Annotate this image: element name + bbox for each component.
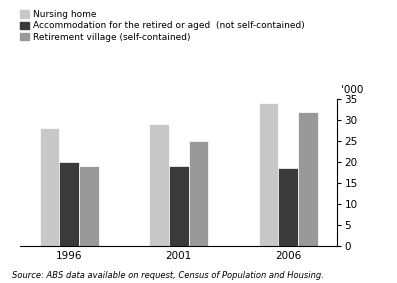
Bar bbox=[149, 124, 169, 246]
Bar bbox=[169, 166, 189, 246]
Bar bbox=[59, 162, 79, 246]
Text: Source: ABS data available on request, Census of Population and Housing.: Source: ABS data available on request, C… bbox=[12, 271, 324, 280]
Bar bbox=[258, 103, 278, 246]
Bar bbox=[278, 168, 298, 246]
Legend: Nursing home, Accommodation for the retired or aged  (not self-contained), Retir: Nursing home, Accommodation for the reti… bbox=[20, 10, 305, 42]
Bar bbox=[79, 166, 99, 246]
Bar bbox=[40, 128, 59, 246]
Bar bbox=[298, 112, 318, 246]
Bar bbox=[189, 141, 208, 246]
Text: '000: '000 bbox=[341, 85, 363, 95]
